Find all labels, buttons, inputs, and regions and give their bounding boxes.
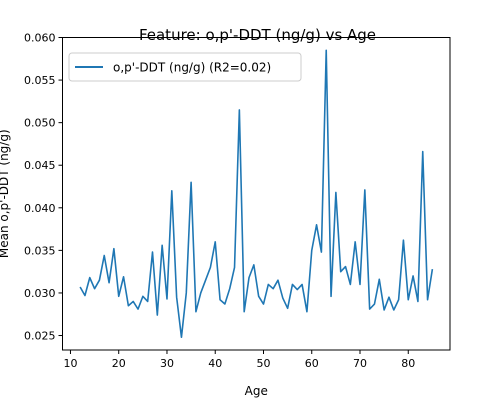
series-line [79,49,434,339]
y-tick-label: 0.045 [24,159,56,172]
x-axis-label: Age [245,384,268,398]
x-tick-label: 20 [112,357,126,370]
y-tick-label: 0.030 [24,287,56,300]
x-tick-label: 60 [305,357,319,370]
legend: o,p'-DDT (ng/g) (R2=0.02) [68,52,302,82]
y-tick-label: 0.040 [24,202,56,215]
series-layer [79,49,434,339]
y-tick-label: 0.055 [24,74,56,87]
x-tick-label: 30 [160,357,174,370]
y-axis: 0.025 0.030 0.035 0.040 0.045 0.050 0.055 0.060 [24,32,63,343]
chart-title: Feature: o,p'-DDT (ng/g) vs Age [139,26,376,44]
x-tick-label: 50 [256,357,270,370]
x-axis: 10 20 30 40 50 60 70 80 [63,350,415,370]
y-tick-label: 0.035 [24,244,56,257]
y-tick-label: 0.060 [24,32,56,45]
x-tick-label: 40 [208,357,222,370]
legend-box [68,52,302,82]
y-tick-label: 0.025 [24,330,56,343]
x-tick-label: 80 [401,357,415,370]
y-tick-label: 0.050 [24,117,56,130]
x-tick-label: 70 [353,357,367,370]
x-tick-label: 10 [63,357,77,370]
y-axis-label: Mean o,p'-DDT (ng/g) [0,129,11,258]
legend-label: o,p'-DDT (ng/g) (R2=0.02) [113,61,271,75]
plot-frame [62,37,451,351]
